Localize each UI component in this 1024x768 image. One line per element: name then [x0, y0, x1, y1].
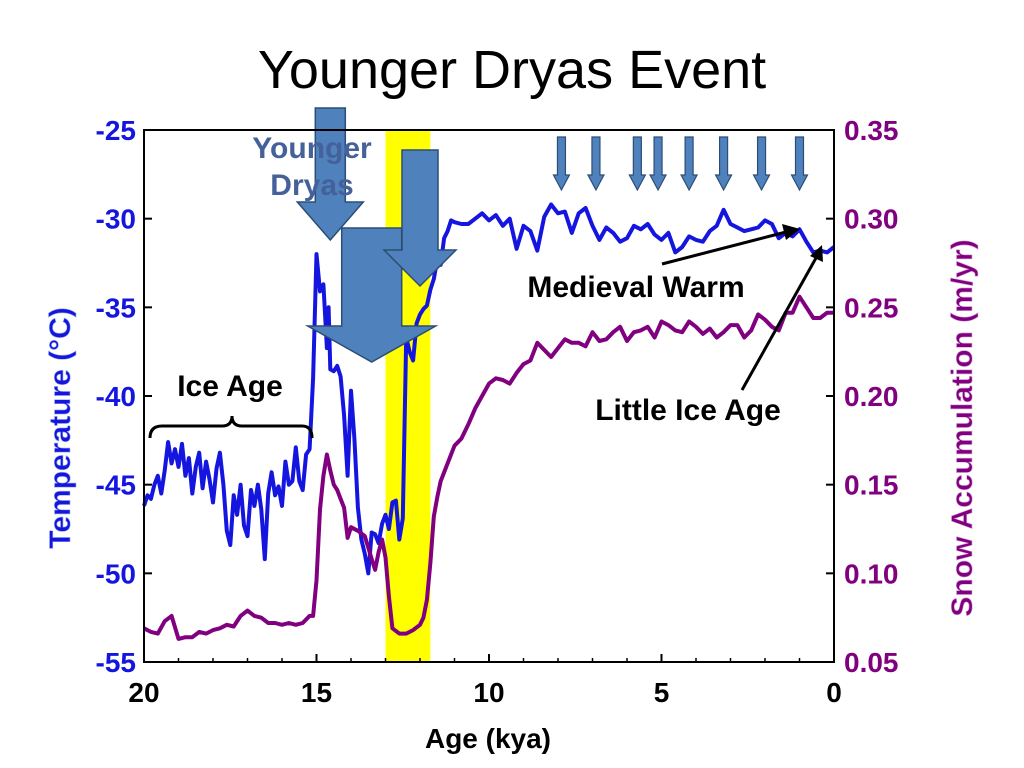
series-line-temperature [142, 202, 836, 576]
little-ice-age-pointer [740, 257, 818, 391]
annotation-layer: Younger Dryas Ice Age Medieval Warm Litt… [148, 132, 823, 439]
little-ice-age-arrowhead [810, 245, 823, 262]
y-left-tick-label: -45 [96, 470, 136, 501]
series-layer [142, 202, 836, 641]
y-right-tick-label: 0.05 [844, 647, 899, 678]
y-left-tick-label: -55 [96, 647, 136, 678]
y-axis-title-left: Temperature (°C) [44, 307, 77, 548]
y-left-tick-label: -35 [96, 292, 136, 323]
medieval-warm-arrowhead [782, 224, 800, 240]
small-arrow [790, 136, 809, 192]
small-arrow [649, 136, 668, 192]
series-line-snow-accumulation [143, 294, 834, 641]
y-right-tick-label: 0.10 [844, 558, 899, 589]
marker-layer [295, 107, 809, 363]
y-right-tick-label: 0.30 [844, 204, 899, 235]
y-right-tick-label: 0.25 [844, 292, 899, 323]
y-axis-title-right: Snow Accumulation (m/yr) [946, 239, 979, 616]
small-arrow [628, 136, 647, 192]
chart-title: Younger Dryas Event [258, 40, 766, 100]
y-left-tick-label: -40 [96, 381, 136, 412]
small-arrow [552, 136, 571, 192]
x-tick-label: 0 [826, 677, 842, 708]
small-arrow [752, 136, 771, 192]
y-left-tick-label: -30 [96, 204, 136, 235]
x-tick-label: 5 [654, 677, 670, 708]
tick-layer: -25 -30 -35 -40 -45 -50 -55 0.35 0.30 0.25 0.20 0.1… [96, 115, 899, 708]
big-arrow [382, 149, 458, 288]
x-tick-label: 15 [301, 677, 332, 708]
x-tick-label: 20 [128, 677, 159, 708]
big-arrow [295, 107, 365, 242]
ice-age-brace [148, 415, 314, 439]
annotation-younger: Younger [252, 132, 372, 165]
axis-title-layer: Age (kya) Temperature (°C) Snow Accumula… [44, 239, 980, 754]
small-arrow [714, 136, 733, 192]
small-arrow [680, 136, 699, 192]
medieval-warm-pointer [661, 230, 787, 266]
y-right-tick-label: 0.15 [844, 470, 899, 501]
y-left-tick-label: -50 [96, 558, 136, 589]
y-left-tick-label: -25 [96, 115, 136, 146]
annotation-dryas: Dryas [270, 169, 353, 202]
y-right-tick-label: 0.20 [844, 381, 899, 412]
x-axis-title: Age (kya) [425, 723, 551, 754]
small-arrow [586, 136, 605, 192]
x-tick-label: 10 [473, 677, 504, 708]
annotation-medieval-warm: Medieval Warm [527, 271, 744, 304]
annotation-ice-age: Ice Age [177, 370, 283, 403]
y-right-tick-label: 0.35 [844, 115, 899, 146]
annotation-little-ice-age: Little Ice Age [595, 394, 781, 427]
